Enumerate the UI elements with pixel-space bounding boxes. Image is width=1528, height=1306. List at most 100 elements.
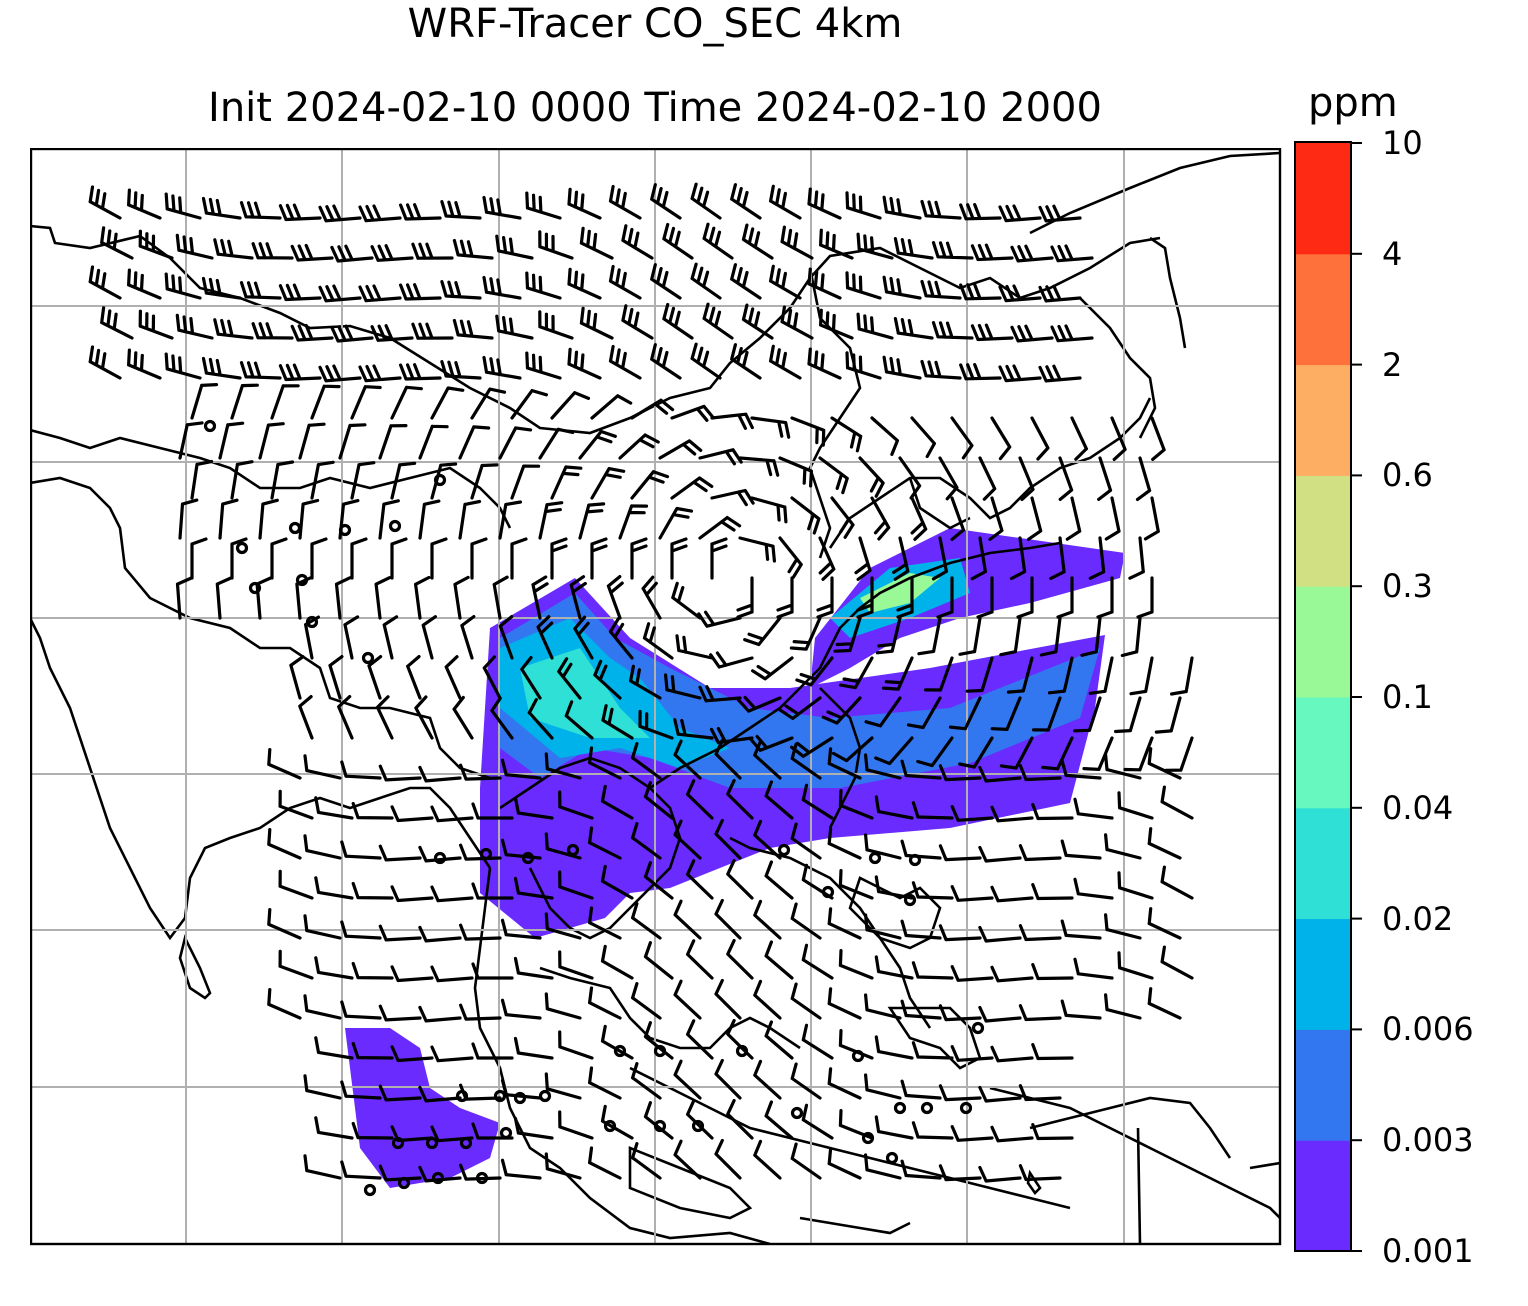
wind-barb [737,695,782,713]
wind-barb [1041,736,1074,771]
wind-barb [303,914,342,940]
wind-barb [513,796,554,820]
wind-barb [430,537,448,580]
wind-barb [399,363,442,381]
wind-barb [471,1122,514,1140]
calm-wind-marker [903,893,917,907]
wind-barb [911,1041,954,1060]
wind-barb [418,765,462,783]
wind-barb [544,752,582,780]
wind-barb [267,908,302,940]
wind-barb [350,385,382,420]
colorbar-band [1295,253,1351,366]
wind-barb [807,187,842,220]
wind-barb [278,869,314,900]
wind-barb [875,616,902,655]
wind-barb [482,355,522,380]
wind-barb [931,321,974,340]
wind-barb [753,739,782,780]
colorbar-band [1295,1140,1351,1252]
wind-barb [500,998,542,1020]
wind-barb [938,1004,982,1022]
wind-barb [190,537,208,580]
wind-barb [924,656,954,692]
wind-barb [1114,696,1142,734]
wind-barb [358,284,402,303]
wind-barb [618,504,649,540]
wind-barb [778,536,803,579]
wind-barb [819,228,854,260]
wind-barb [295,576,312,620]
wind-barb [738,536,776,563]
wind-barb [776,576,794,619]
wind-barb [769,264,802,300]
wind-barb [564,700,594,740]
wind-barb [351,881,394,900]
wind-barb [201,196,242,220]
wind-barb [769,344,802,380]
wind-barb [753,1139,782,1180]
colorbar-tick-label: 0.001 [1382,1232,1474,1270]
calm-wind-marker [235,541,249,555]
wind-barb [948,696,982,731]
wind-barb [741,223,774,260]
wind-barb [1170,656,1194,696]
wind-barb [1120,616,1142,658]
wind-barb [643,941,674,980]
wind-barb [351,1121,394,1140]
wind-barb [621,224,654,260]
wind-barb [780,225,814,260]
wind-barb [673,1059,702,1100]
wind-barb [830,496,855,539]
wind-barb [1160,945,1194,980]
wind-barb [936,576,954,619]
wind-barb [579,306,614,340]
wind-barb [900,1079,942,1100]
wind-barb [1147,987,1182,1020]
calm-wind-marker [777,843,791,857]
wind-barb [579,226,614,260]
wind-barb [278,203,322,222]
wind-barb [358,204,402,223]
colorbar-unit: ppm [1308,80,1398,126]
wind-barb [367,655,383,700]
wind-barb [658,439,703,460]
wind-barb [618,433,660,460]
wind-barb [789,616,822,651]
wind-barb [343,615,360,660]
wind-barb [298,422,326,460]
wind-barb [88,185,122,220]
wind-barb [490,696,514,740]
wind-barb [1160,785,1194,820]
wind-barb [600,864,634,900]
wind-barb [1065,496,1082,541]
wind-barb [864,1153,902,1180]
wind-barb [390,965,434,983]
calm-wind-marker [971,1021,985,1035]
wind-barb [673,979,702,1020]
wind-barb [730,263,762,300]
wind-barb [544,992,582,1020]
wind-barb [303,834,342,860]
wind-barb [418,845,462,863]
wind-barb [673,1139,702,1180]
wind-barb [201,276,242,300]
wind-barb [990,1045,1034,1063]
wind-barb [1160,865,1194,900]
wind-barb [330,324,374,343]
wind-barb [1058,456,1074,501]
wind-barb [1147,747,1182,780]
wind-barb [673,739,702,780]
wind-barb [870,496,891,541]
wind-barb [1123,736,1154,772]
wind-barb [978,925,1022,943]
wind-barb [1073,696,1102,733]
wind-barb [838,1109,874,1140]
wind-barb [1050,324,1094,343]
wind-barb [452,238,494,260]
wind-barb [375,695,394,740]
wind-barb [588,906,622,940]
wind-barb [370,324,414,342]
wind-barb [470,463,499,500]
wind-barb [440,280,482,300]
